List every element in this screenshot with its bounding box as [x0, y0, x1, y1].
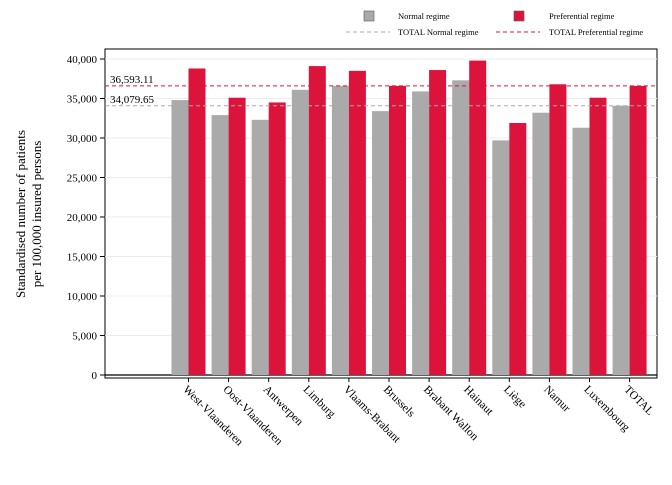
legend-swatch-preferential [513, 10, 525, 22]
bar-preferential-7 [469, 60, 487, 376]
y-tick-label: 15,000 [67, 252, 98, 264]
bar-normal-9 [532, 112, 550, 375]
x-tick-label: Brussels [381, 384, 417, 420]
bar-preferential-0 [188, 68, 206, 375]
bar-normal-4 [331, 85, 349, 376]
y-tick-label: 40,000 [67, 54, 98, 66]
reference-label-preferential: 36,593.11 [110, 74, 154, 86]
legend-label-total-normal: TOTAL Normal regime [398, 27, 479, 37]
bar-preferential-10 [589, 97, 607, 376]
bar-preferential-9 [549, 84, 567, 375]
plot-frame [104, 48, 658, 379]
bar-preferential-1 [228, 97, 246, 376]
y-tick-label: 0 [92, 370, 98, 382]
bar-preferential-6 [429, 70, 447, 375]
y-tick-label: 25,000 [67, 173, 98, 185]
x-tick-label: Namur [541, 384, 572, 415]
bar-normal-10 [572, 127, 590, 375]
x-tick-label: Liège [501, 384, 528, 411]
bar-normal-0 [171, 100, 189, 375]
y-axis-title: Standardised number of patientsper 100,0… [13, 130, 44, 298]
x-tick-label: Limburg [301, 384, 338, 421]
bar-preferential-5 [389, 85, 406, 376]
bar-normal-7 [452, 80, 470, 375]
bar-normal-5 [372, 111, 389, 375]
bar-preferential-8 [509, 122, 527, 376]
bar-normal-8 [492, 140, 510, 375]
bar-normal-3 [291, 89, 309, 375]
x-tick-label: Hainaut [461, 384, 496, 419]
x-tick-label: TOTAL [621, 384, 655, 418]
y-tick-label: 30,000 [67, 133, 98, 145]
legend-label-total-preferential: TOTAL Preferential regime [549, 27, 643, 37]
bar-normal-6 [412, 91, 430, 375]
legend-label-preferential: Preferential regime [549, 11, 615, 21]
bar-preferential-4 [348, 70, 366, 375]
y-axis-title-line: per 100,000 insured persons [29, 141, 44, 288]
bar-normal-2 [251, 119, 269, 375]
bar-normal-11 [612, 105, 630, 376]
y-tick-label: 5,000 [72, 331, 97, 343]
y-tick-label: 10,000 [67, 291, 98, 303]
legend-swatch-normal [363, 10, 375, 22]
y-tick-label: 20,000 [67, 212, 98, 224]
y-tick-label: 35,000 [67, 94, 98, 106]
y-axis-title-line: Standardised number of patients [13, 130, 28, 298]
bar-preferential-3 [308, 66, 326, 376]
bar-normal-1 [211, 115, 229, 375]
reference-label-normal: 34,079.65 [110, 94, 155, 106]
bar-preferential-11 [629, 85, 647, 375]
bar-preferential-2 [268, 102, 286, 375]
legend-label-normal: Normal regime [398, 11, 450, 21]
